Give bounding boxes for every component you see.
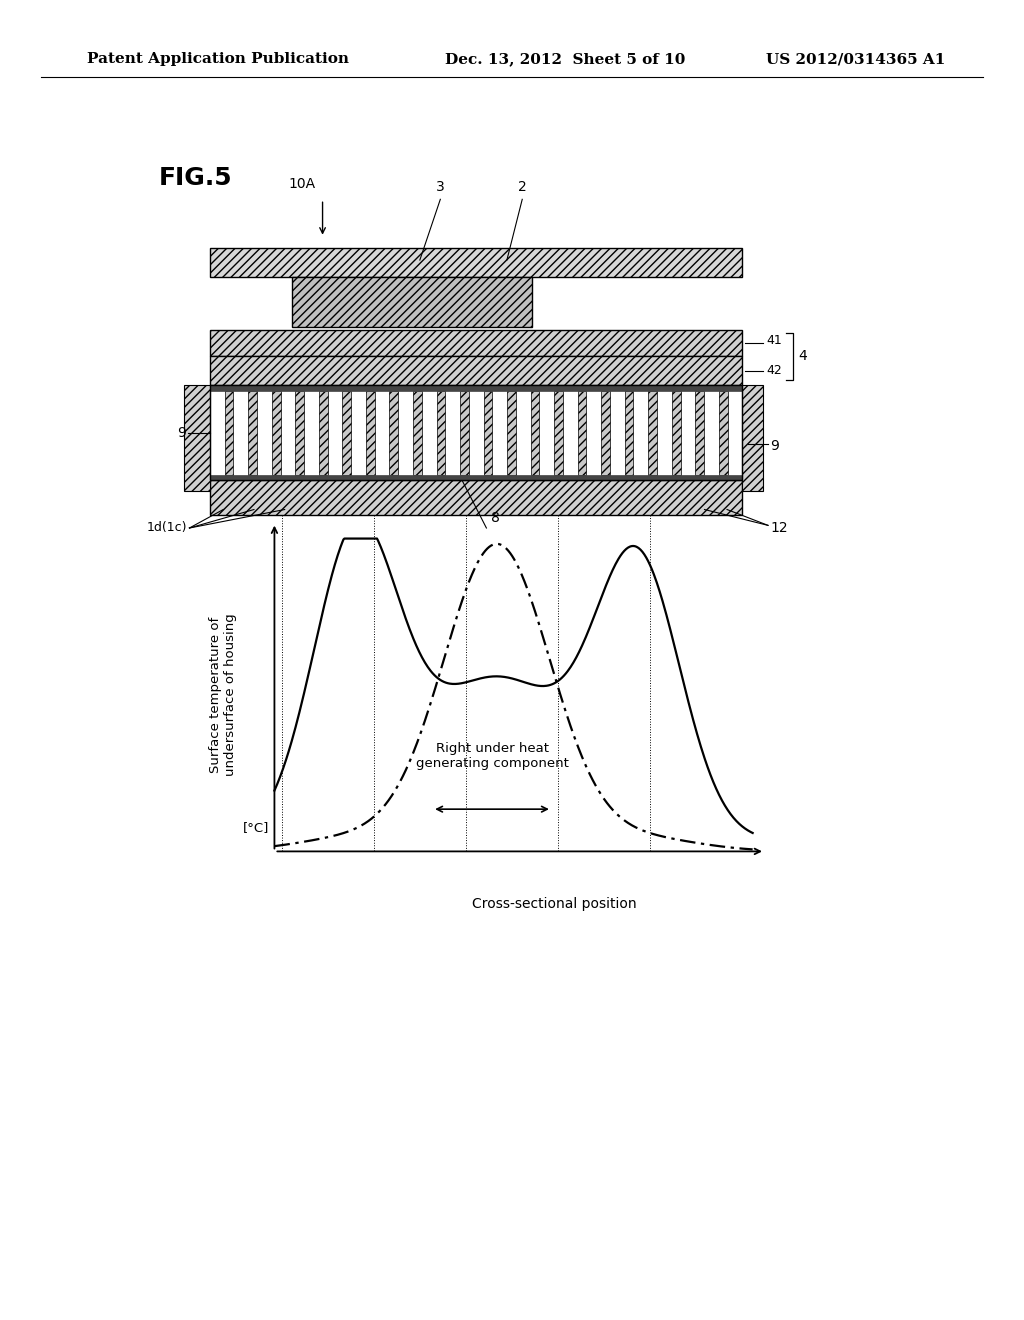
Text: FIG.5: FIG.5 [159, 166, 232, 190]
Bar [210, 330, 742, 356]
Text: Cross-sectional position: Cross-sectional position [472, 898, 637, 911]
Text: 3: 3 [436, 180, 444, 194]
Bar [318, 391, 328, 475]
Text: Right under heat
generating component: Right under heat generating component [416, 742, 568, 770]
Text: 2: 2 [518, 180, 526, 194]
Text: 42: 42 [766, 364, 781, 378]
Bar [210, 385, 742, 480]
Bar [719, 391, 728, 475]
Text: 1d(1c): 1d(1c) [146, 521, 187, 535]
Bar [271, 391, 281, 475]
Bar [578, 391, 587, 475]
Bar [460, 391, 469, 475]
Text: 4: 4 [799, 350, 808, 363]
Text: [°C]: [°C] [243, 821, 269, 834]
Text: Dec. 13, 2012  Sheet 5 of 10: Dec. 13, 2012 Sheet 5 of 10 [445, 53, 686, 66]
Bar [184, 385, 210, 491]
Bar [413, 391, 422, 475]
Bar [601, 391, 610, 475]
Text: Patent Application Publication: Patent Application Publication [87, 53, 349, 66]
Bar [436, 391, 445, 475]
Text: 9: 9 [770, 440, 779, 453]
Bar [389, 391, 398, 475]
Bar [507, 391, 516, 475]
Text: Surface temperature of
undersurface of housing: Surface temperature of undersurface of h… [209, 614, 238, 776]
Bar [742, 385, 763, 491]
Text: 41: 41 [766, 334, 781, 347]
Bar [625, 391, 634, 475]
Bar [554, 391, 563, 475]
Bar [530, 391, 540, 475]
Text: US 2012/0314365 A1: US 2012/0314365 A1 [766, 53, 945, 66]
Bar [224, 391, 233, 475]
Bar [695, 391, 705, 475]
Text: 10A: 10A [289, 177, 315, 191]
Bar [295, 391, 304, 475]
Text: 12: 12 [770, 521, 787, 535]
Bar [483, 391, 493, 475]
Bar [248, 391, 257, 475]
Bar [648, 391, 657, 475]
Bar [210, 248, 742, 277]
Bar [672, 391, 681, 475]
Bar [292, 277, 532, 327]
Bar [342, 391, 351, 475]
Bar [210, 480, 742, 515]
Bar [210, 475, 742, 480]
Bar [210, 356, 742, 385]
Bar [366, 391, 375, 475]
Text: 9: 9 [177, 426, 186, 440]
Bar [210, 385, 742, 391]
Text: 8: 8 [492, 511, 500, 525]
